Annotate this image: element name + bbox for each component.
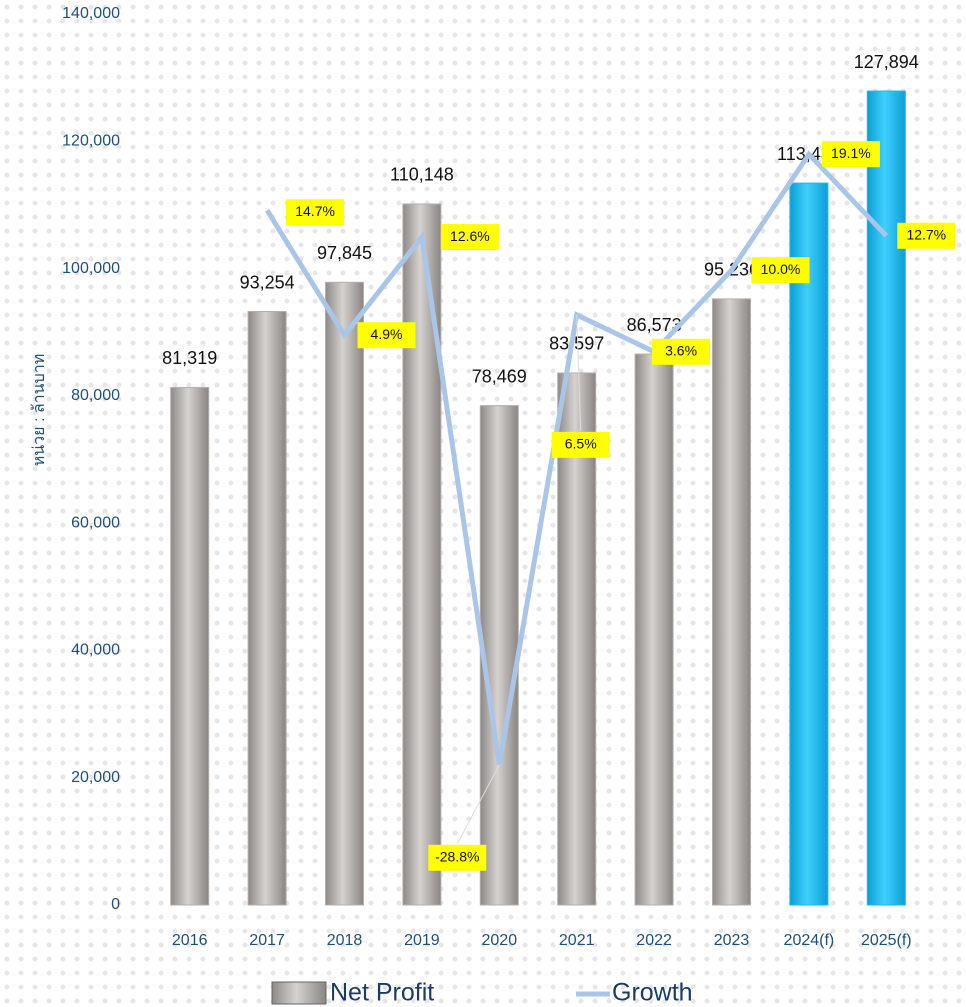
bar — [634, 353, 674, 906]
growth-value-label: 19.1% — [831, 145, 871, 161]
y-axis-label: หน่วย : ล้านบาท — [30, 354, 48, 467]
growth-label-box — [428, 844, 487, 871]
growth-label-box — [751, 257, 810, 284]
legend-swatch — [271, 981, 327, 1005]
y-tick-label: 120,000 — [62, 133, 120, 150]
bar-value-label: 78,469 — [472, 366, 527, 386]
x-tick-label: 2018 — [327, 932, 363, 949]
bar-value-label: 127,894 — [854, 52, 919, 72]
growth-value-label: 12.7% — [906, 226, 946, 242]
y-tick-label: 100,000 — [62, 260, 120, 277]
growth-label-box — [286, 199, 345, 226]
growth-label-box — [821, 141, 880, 168]
x-tick-label: 2022 — [636, 932, 672, 949]
x-tick-label: 2020 — [482, 932, 518, 949]
bar-value-label: 93,254 — [240, 272, 295, 292]
bar-value-label: 97,845 — [317, 243, 372, 263]
x-tick-label: 2017 — [249, 932, 285, 949]
y-tick-label: 0 — [111, 896, 120, 913]
x-tick-label: 2016 — [172, 932, 208, 949]
growth-label-box — [551, 431, 610, 458]
leader-line — [576, 314, 582, 431]
bar-value-label: 86,573 — [627, 315, 682, 335]
bar — [789, 182, 829, 906]
bar — [170, 386, 210, 906]
bar-value-label: 83,597 — [549, 334, 604, 354]
growth-label-box — [357, 322, 416, 349]
growth-value-label: 14.7% — [295, 203, 335, 219]
x-tick-label: 2023 — [714, 932, 750, 949]
growth-value-label: 4.9% — [371, 326, 403, 342]
growth-value-label: 3.6% — [665, 342, 697, 358]
x-tick-label: 2025(f) — [861, 932, 912, 949]
bar-value-label: 110,148 — [390, 165, 454, 185]
growth-label-box — [897, 222, 956, 249]
legend-label: Growth — [612, 979, 693, 1007]
growth-value-label: 10.0% — [761, 261, 801, 277]
leader-line — [456, 764, 500, 845]
x-tick-label: 2019 — [404, 932, 440, 949]
growth-line — [264, 150, 889, 766]
growth-value-label: -28.8% — [435, 848, 479, 864]
bar — [479, 405, 519, 906]
growth-value-label: 12.6% — [450, 228, 490, 244]
growth-label-box — [652, 338, 711, 365]
bar — [712, 298, 751, 906]
bar — [325, 281, 364, 906]
bar-value-label: 81,319 — [162, 348, 217, 368]
y-tick-label: 20,000 — [71, 769, 120, 786]
legend-label: Net Profit — [330, 979, 434, 1007]
bar — [402, 203, 442, 906]
y-tick-label: 140,000 — [62, 5, 120, 22]
growth-label-box — [440, 224, 499, 251]
y-tick-label: 40,000 — [71, 642, 120, 659]
x-tick-label: 2024(f) — [784, 932, 835, 949]
growth-value-label: 6.5% — [565, 436, 597, 452]
bar — [866, 90, 906, 906]
bar — [557, 372, 597, 906]
bar — [247, 311, 287, 906]
y-tick-label: 80,000 — [71, 387, 120, 404]
y-tick-label: 60,000 — [71, 514, 120, 531]
x-tick-label: 2021 — [559, 932, 595, 949]
